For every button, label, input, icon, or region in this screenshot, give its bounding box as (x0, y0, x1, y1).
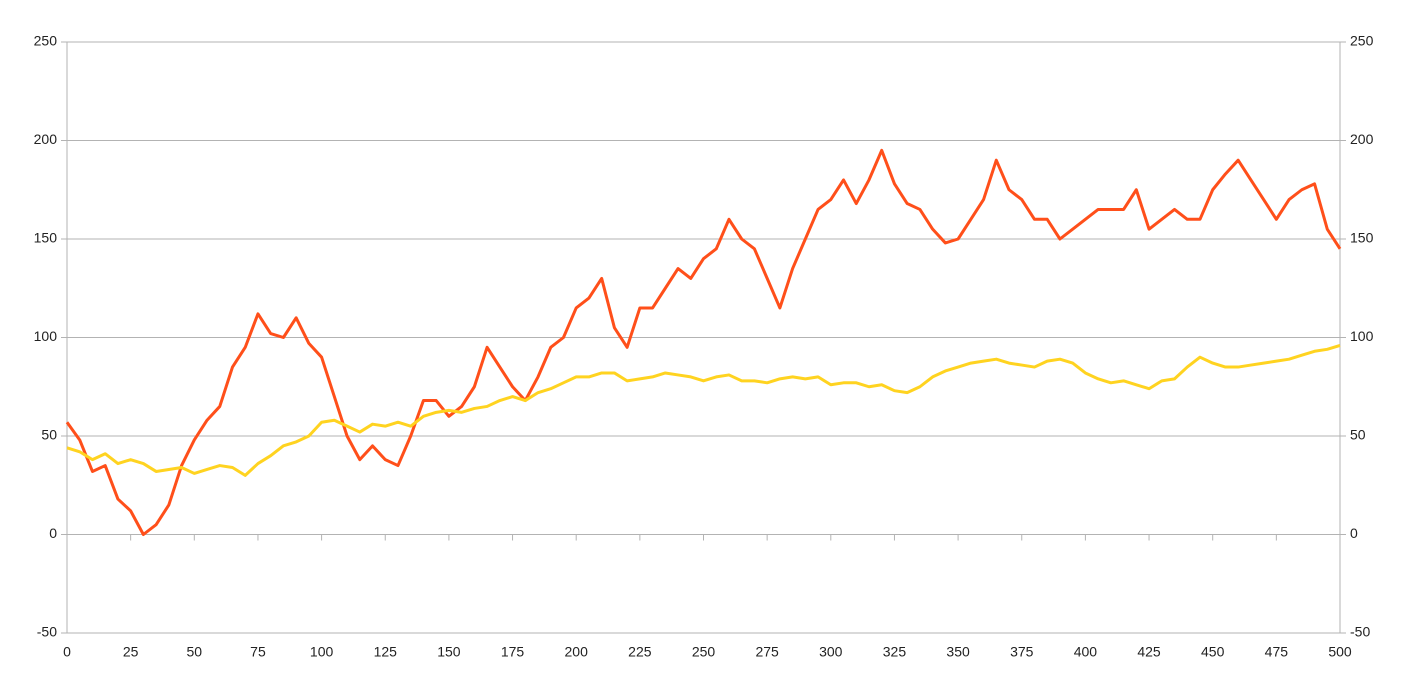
y2-tick-label: 150 (1350, 230, 1374, 246)
x-tick-label: 300 (819, 644, 843, 660)
x-tick-label: 125 (374, 644, 398, 660)
x-tick-label: 375 (1010, 644, 1034, 660)
y-tick-label: 200 (34, 131, 58, 147)
y-tick-label: 0 (49, 525, 57, 541)
x-tick-label: 325 (883, 644, 907, 660)
y2-tick-label: 0 (1350, 525, 1358, 541)
x-tick-label: 350 (946, 644, 970, 660)
x-tick-label: 275 (755, 644, 779, 660)
series-line (66, 343, 1341, 477)
y-tick-label: 150 (34, 230, 58, 246)
x-tick-label: 150 (437, 644, 461, 660)
x-tick-label: 225 (628, 644, 652, 660)
x-tick-label: 450 (1201, 644, 1225, 660)
x-tick-label: 475 (1265, 644, 1289, 660)
y2-tick-label: -50 (1350, 624, 1370, 640)
y2-tick-label: 200 (1350, 131, 1374, 147)
x-tick-label: 75 (250, 644, 266, 660)
y2-tick-label: 50 (1350, 427, 1366, 443)
x-tick-label: 100 (310, 644, 334, 660)
y-tick-label: 250 (34, 33, 58, 49)
x-tick-label: 400 (1074, 644, 1098, 660)
x-tick-label: 0 (63, 644, 71, 660)
y2-tick-label: 250 (1350, 33, 1374, 49)
y-tick-label: 100 (34, 328, 58, 344)
x-tick-label: 500 (1328, 644, 1352, 660)
x-tick-label: 200 (565, 644, 589, 660)
x-tick-label: 175 (501, 644, 525, 660)
y2-tick-label: 100 (1350, 328, 1374, 344)
x-tick-label: 250 (692, 644, 716, 660)
x-tick-label: 425 (1137, 644, 1161, 660)
x-tick-label: 50 (187, 644, 203, 660)
y-tick-label: -50 (37, 624, 57, 640)
y-tick-label: 50 (41, 427, 57, 443)
series-line (65, 148, 1342, 536)
x-tick-label: 25 (123, 644, 139, 660)
